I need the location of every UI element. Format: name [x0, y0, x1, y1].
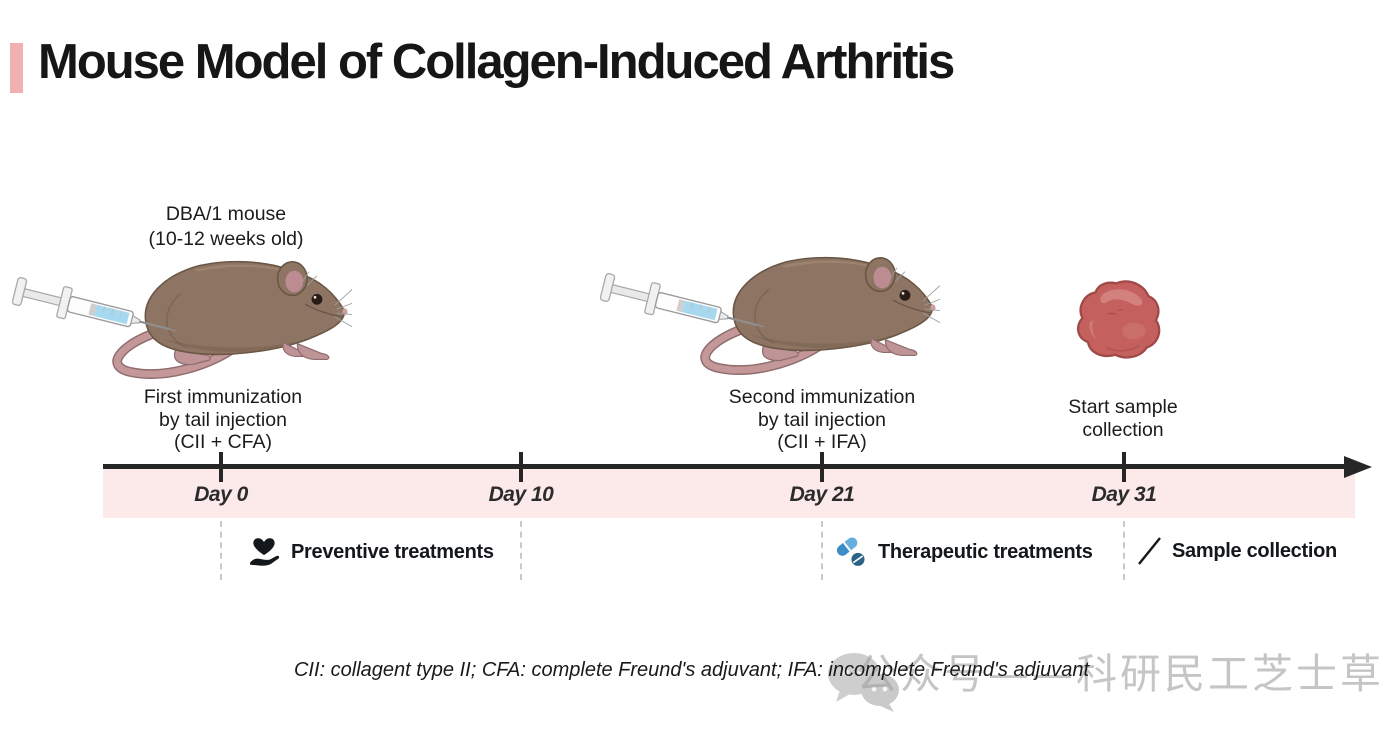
second-immunization-line3: (CII + IFA): [777, 431, 867, 453]
watermark-text: 公众号——科研民工芝士草莓: [856, 650, 1383, 698]
needle-slash-icon: [1138, 537, 1161, 565]
abbreviations-footnote: CII: collagent type II; CFA: complete Fr…: [293, 659, 1090, 681]
first-immunization-line2: by tail injection: [159, 408, 287, 431]
dashed-guide-day21: [821, 521, 823, 580]
dashed-guide-day31: [1123, 521, 1125, 580]
timeline-arrowhead-icon: [1344, 455, 1372, 478]
first-immunization-line3: (CII + CFA): [173, 431, 273, 453]
timeline-band: [103, 469, 1355, 518]
mouse-strain-label: DBA/1 mouse (10-12 weeks old): [106, 202, 346, 252]
second-immunization-line2: by tail injection: [758, 408, 886, 431]
pills-icon: [837, 537, 865, 566]
heart-hand-icon: [250, 538, 280, 566]
sample-collection-line1: Start sample: [1068, 396, 1178, 418]
mouse-with-syringe-illustration-2: [592, 246, 940, 384]
second-immunization-line1: Second immunization: [728, 386, 916, 408]
timeline-tick-day31: [1122, 452, 1126, 482]
second-immunization-caption: Second immunization by tail injection (C…: [692, 386, 952, 454]
legend-sample: Sample collection: [1136, 535, 1337, 567]
legend-preventive-label: Preventive treatments: [291, 540, 494, 563]
timeline-tick-day21: [820, 452, 824, 482]
mouse-strain-line1: DBA/1 mouse: [165, 203, 287, 225]
timeline-tick-day0: [219, 452, 223, 482]
day-label-31: Day 31: [1091, 483, 1157, 506]
page-title: Mouse Model of Collagen-Induced Arthriti…: [38, 35, 955, 89]
title-accent-bar: [10, 43, 23, 93]
first-immunization-line1: First immunization: [143, 386, 303, 408]
timeline-axis: [103, 464, 1347, 469]
day-label-10: Day 10: [488, 483, 554, 506]
legend-therapeutic-label: Therapeutic treatments: [878, 540, 1093, 563]
legend-preventive: Preventive treatments: [246, 533, 494, 571]
legend-sample-label: Sample collection: [1172, 539, 1337, 562]
day-label-21: Day 21: [789, 483, 855, 506]
mouse-with-syringe-illustration-1: [4, 250, 352, 388]
dashed-guide-day10: [520, 521, 522, 580]
sample-collection-line2: collection: [1082, 418, 1164, 441]
legend-therapeutic: Therapeutic treatments: [833, 533, 1093, 571]
first-immunization-caption: First immunization by tail injection (CI…: [103, 386, 343, 454]
tissue-sample-illustration: [1076, 280, 1161, 359]
mouse-strain-line2: (10-12 weeks old): [148, 228, 304, 250]
sample-collection-caption: Start sample collection: [1023, 396, 1223, 441]
day-label-0: Day 0: [194, 483, 248, 506]
chat-bubbles-watermark-icon: [828, 653, 899, 712]
dashed-guide-day0: [220, 521, 222, 580]
timeline-tick-day10: [519, 452, 523, 482]
